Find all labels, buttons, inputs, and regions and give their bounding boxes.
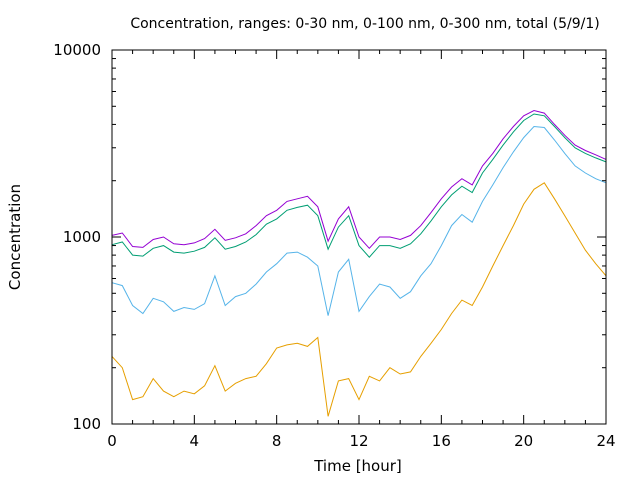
x-tick-label: 4	[190, 432, 200, 450]
axis-ticks	[111, 49, 607, 425]
x-tick-label: 24	[596, 432, 615, 450]
x-tick-label: 8	[272, 432, 282, 450]
y-axis-label: Concentration	[6, 184, 24, 290]
x-tick-label: 16	[432, 432, 451, 450]
y-tick-labels: 100 1000 10000	[53, 41, 101, 433]
y-tick-label: 10000	[53, 41, 101, 59]
x-tick-label: 12	[349, 432, 368, 450]
series-line-3	[111, 125, 607, 316]
series-line-1	[111, 109, 607, 250]
x-tick-labels: 0 4 8 12 16 20 24	[107, 432, 615, 450]
series-line-2	[111, 113, 607, 258]
x-tick-label: 20	[514, 432, 533, 450]
y-tick-label: 100	[72, 415, 101, 433]
plot-series-group	[111, 109, 607, 417]
series-line-4	[111, 182, 607, 417]
x-axis-label: Time [hour]	[313, 457, 402, 475]
chart-title: Concentration, ranges: 0-30 nm, 0-100 nm…	[130, 16, 599, 32]
y-tick-label: 1000	[63, 228, 101, 246]
x-tick-label: 0	[107, 432, 117, 450]
